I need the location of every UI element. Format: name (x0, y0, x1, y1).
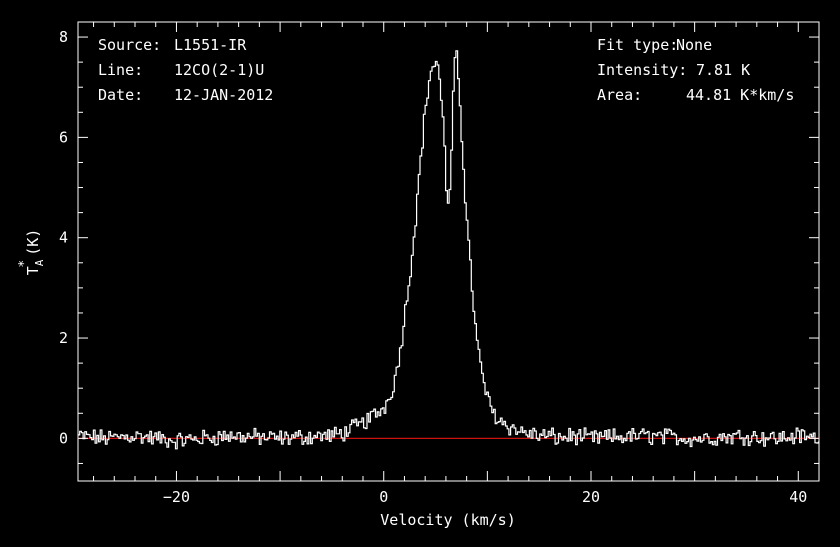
info-intensity-key: Intensity: (597, 61, 687, 79)
y-axis-label-sub: A (33, 259, 46, 266)
x-tick-label: 40 (789, 488, 807, 506)
x-axis-label: Velocity (km/s) (380, 511, 515, 529)
info-line-value: 12CO(2-1)U (174, 61, 264, 79)
info-source-key: Source: (98, 36, 161, 54)
x-tick-label: 0 (379, 488, 388, 506)
info-intensity-value: 7.81 K (696, 61, 750, 79)
y-axis-label-text: TA* (K) (17, 229, 46, 276)
info-panel-left: Source: L1551-IR Line: 12CO(2-1)U Date: … (98, 36, 273, 104)
x-tick-label: 20 (582, 488, 600, 506)
info-date-key: Date: (98, 86, 143, 104)
info-fit-type-key: Fit type: (597, 36, 678, 54)
x-tick-label: −20 (163, 488, 190, 506)
y-tick-label: 8 (59, 28, 68, 46)
y-axis-label-base: T (24, 266, 42, 275)
info-source-value: L1551-IR (174, 36, 247, 54)
y-axis-label-unit: (K) (24, 229, 42, 256)
info-date-value: 12-JAN-2012 (174, 86, 273, 104)
info-fit-type-value: None (676, 36, 712, 54)
info-area-value: 44.81 K*km/s (686, 86, 794, 104)
y-tick-label: 6 (59, 128, 68, 146)
axis-ticks: −20 0 20 40 0 2 4 6 8 (59, 22, 820, 506)
y-tick-label: 0 (59, 429, 68, 447)
plot-frame (77, 21, 820, 482)
y-axis-label-sup: * (17, 260, 32, 268)
y-axis-label: TA* (K) (17, 229, 46, 276)
y-tick-label: 4 (59, 229, 68, 247)
info-area-key: Area: (597, 86, 642, 104)
info-panel-right: Fit type: None Intensity: 7.81 K Area: 4… (597, 36, 794, 104)
info-line-key: Line: (98, 61, 143, 79)
spectrum-series-line (78, 50, 819, 450)
y-tick-label: 2 (59, 329, 68, 347)
